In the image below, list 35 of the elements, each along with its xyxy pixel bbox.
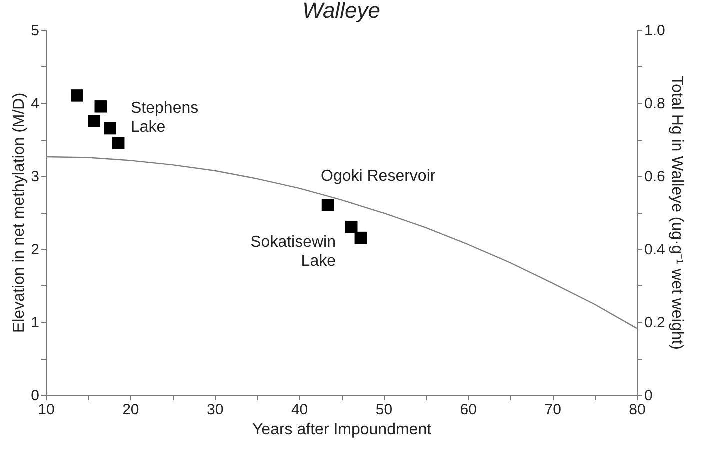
x-tick-label: 40 (291, 402, 308, 418)
x-tick-label: 50 (376, 402, 393, 418)
y-tick-label: 1 (31, 314, 40, 332)
y-tick-label: 2 (31, 242, 40, 258)
y2-tick-label: 0 (644, 388, 653, 404)
annotation: Stephens Lake (131, 100, 199, 136)
x-tick-label: 80 (629, 402, 646, 418)
annotation: Sokatisewin Lake (250, 234, 336, 270)
point (88, 115, 100, 128)
point (354, 232, 368, 244)
point (104, 122, 116, 135)
y-tick-label: 5 (31, 22, 40, 40)
y-tick-label: 0 (31, 388, 40, 404)
y2-tick-label: 0.2 (644, 314, 666, 332)
x-axis-title: Years after Impoundment (252, 422, 432, 438)
y2-tick-label: 1.0 (644, 22, 666, 40)
point (322, 199, 334, 212)
point (71, 90, 84, 102)
annotation: Ogoki Reservoir (321, 168, 436, 185)
y-axis-title: Elevation in net methylation (M/D) (11, 92, 28, 334)
y2-axis-title: Total Hg in Walleye (ug·g⁻¹ wet weight) (668, 76, 686, 350)
point (112, 137, 125, 150)
point (94, 100, 107, 113)
x-tick-label: 30 (207, 402, 224, 418)
y-tick-label: 4 (31, 96, 40, 112)
y-tick-label: 3 (31, 168, 40, 186)
y2-tick-label: 0.6 (644, 168, 666, 186)
x-tick-label: 20 (122, 402, 140, 418)
chart-title: Walleye (302, 0, 380, 23)
x-tick-label: 70 (544, 402, 562, 418)
point (346, 220, 358, 234)
y2-tick-label: 0.4 (644, 242, 666, 258)
y2-tick-label: 0.8 (644, 96, 666, 112)
x-tick-label: 10 (38, 402, 55, 418)
x-tick-label: 60 (460, 402, 477, 418)
